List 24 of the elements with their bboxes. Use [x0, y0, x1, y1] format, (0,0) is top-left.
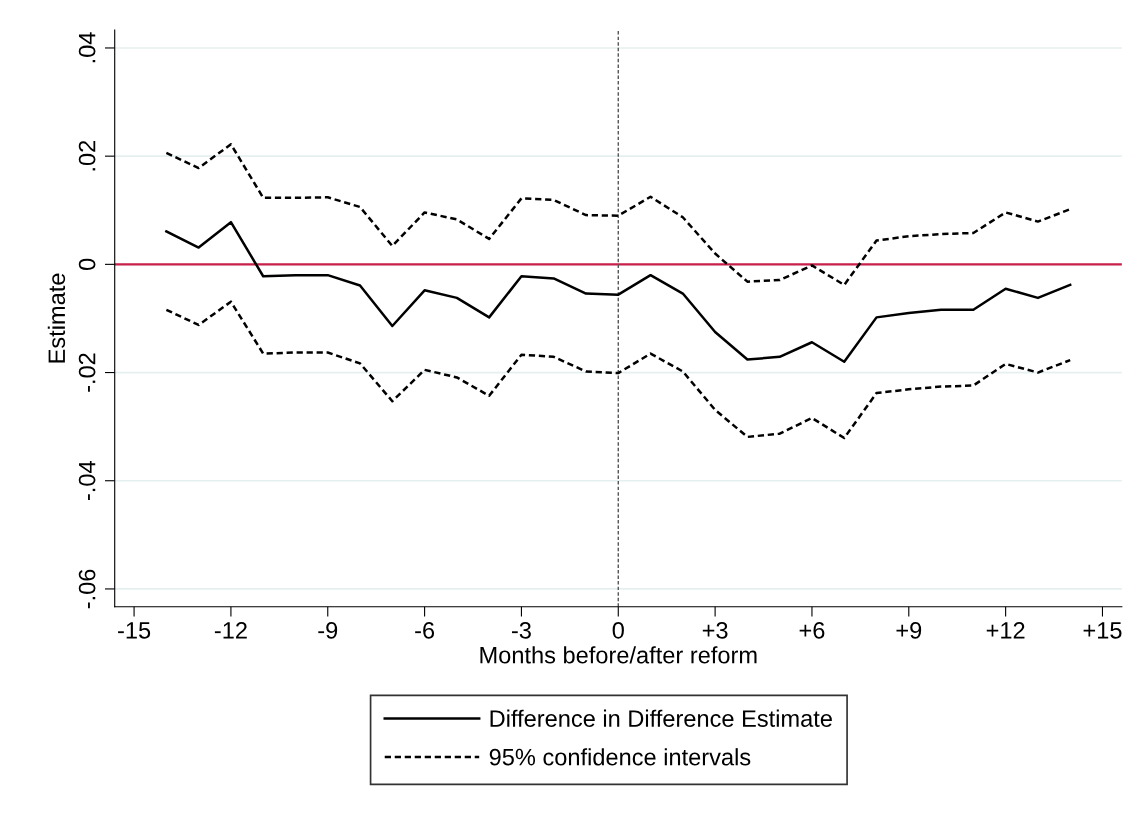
x-tick-label: -3	[511, 621, 531, 639]
line-series	[165, 220, 1072, 363]
x-tick-label: +12	[986, 621, 1025, 639]
x-tick-label: +15	[1083, 622, 1122, 639]
y-tick-label: 0	[78, 258, 96, 270]
x-tick-label: +3	[702, 621, 728, 639]
legend-label: Difference in Difference Estimate	[490, 709, 832, 727]
line-series	[165, 143, 1072, 287]
x-tick-label: -6	[415, 621, 435, 639]
x-tick-label: +6	[799, 621, 825, 639]
y-tick-label: -.02	[78, 353, 96, 392]
x-tick-label: -12	[214, 621, 247, 639]
x-tick-label: +9	[896, 621, 922, 639]
x-tick-label: -15	[118, 622, 151, 639]
y-axis-title: Estimate	[47, 273, 66, 363]
y-tick-label: .02	[78, 140, 96, 171]
x-tick-label: 0	[612, 621, 624, 639]
line-series	[165, 300, 1072, 440]
y-tick-label: .04	[78, 32, 96, 63]
legend-label: 95% confidence intervals	[489, 748, 751, 766]
x-axis-title: Months before/after reform	[480, 646, 757, 664]
y-tick-label: -.06	[78, 569, 96, 609]
x-tick-label: -9	[318, 621, 338, 639]
y-tick-label: -.04	[78, 461, 96, 501]
